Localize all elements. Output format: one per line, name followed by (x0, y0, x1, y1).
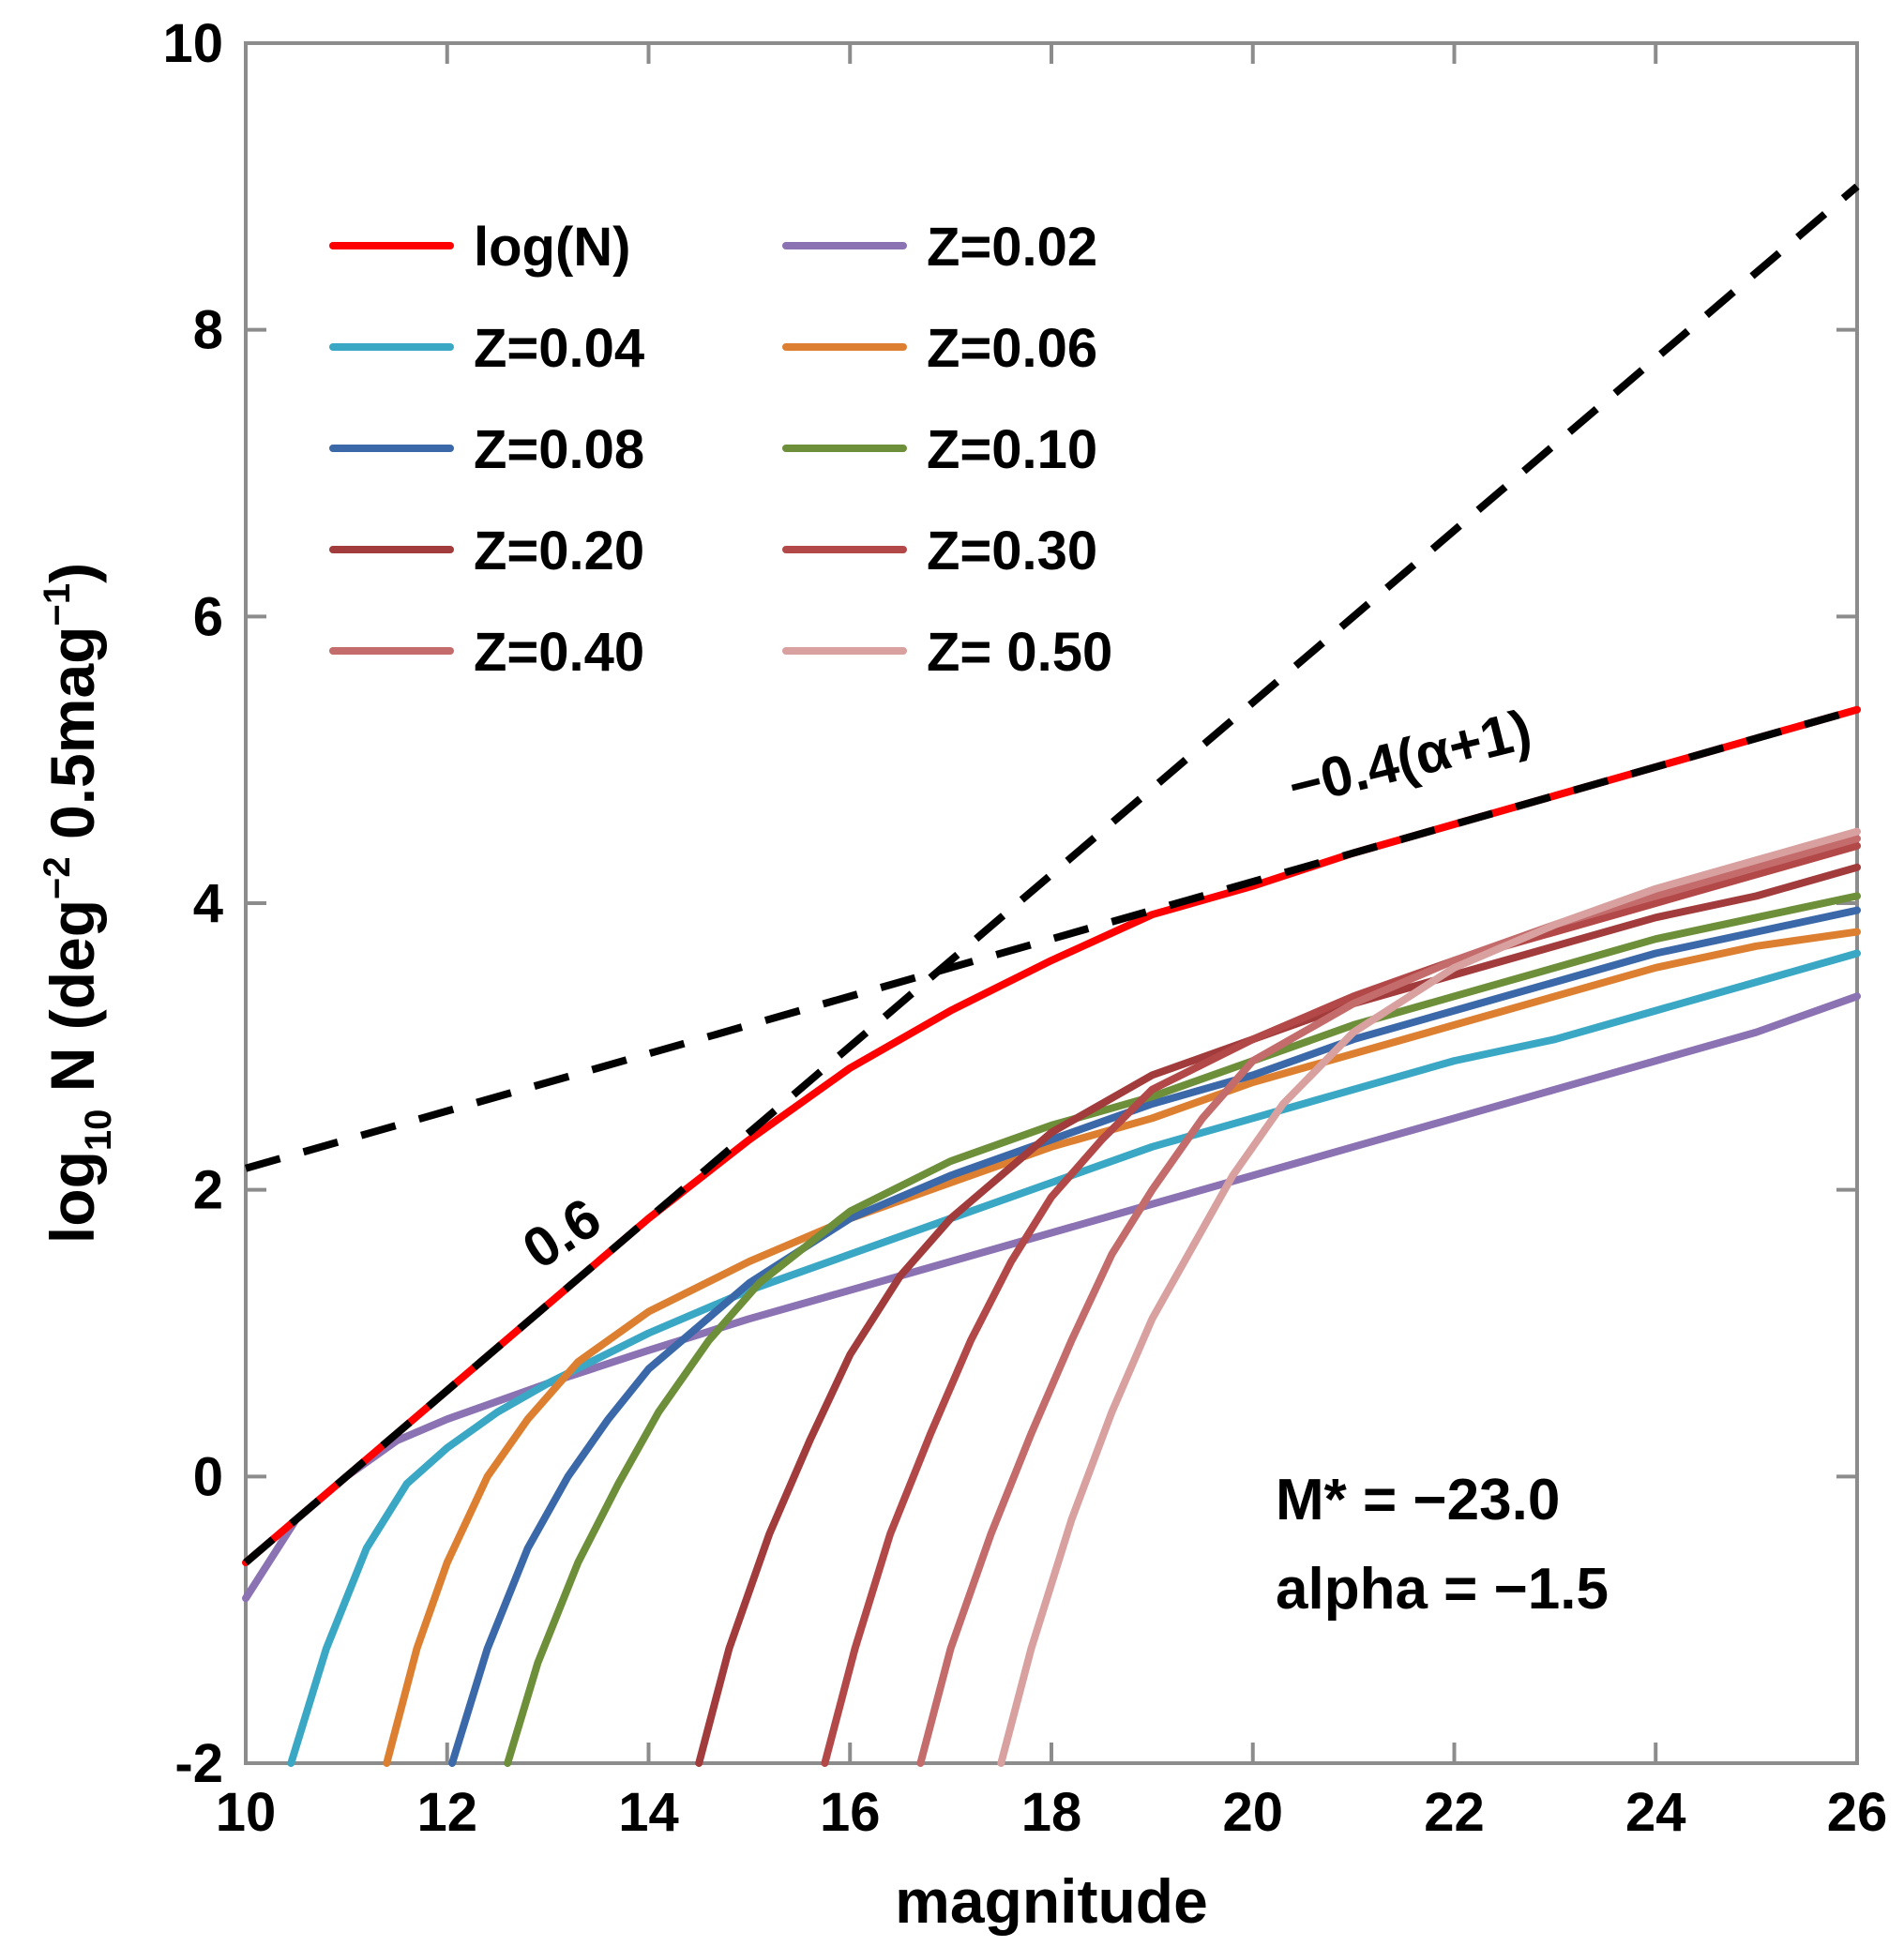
legend-item: Z=0.30 (782, 521, 1097, 581)
y-tick-label: 6 (193, 586, 223, 647)
x-tick-label: 20 (1222, 1782, 1283, 1843)
x-tick-label: 10 (216, 1782, 277, 1843)
legend-label: Z= 0.50 (927, 622, 1112, 683)
legend-label: Z=0.30 (927, 521, 1097, 581)
legend-item: Z=0.06 (782, 318, 1097, 379)
series-line-z-0-10 (504, 892, 1861, 1767)
legend-label: Z=0.40 (474, 622, 644, 683)
series-line-z-0-20 (695, 863, 1861, 1767)
legend-item: log(N) (329, 217, 631, 278)
legend-label: Z=0.08 (474, 419, 644, 480)
legend-item: Z=0.20 (329, 521, 644, 581)
series-line-z-0-02 (242, 992, 1861, 1603)
y-tick-label: 8 (193, 300, 223, 361)
legend: log(N) Z=0.02 Z=0.04 Z=0.06 Z=0.08 Z=0.10 Z=0.… (329, 217, 1112, 683)
asymptote-lines (243, 183, 1860, 1566)
legend-label: Z=0.06 (927, 318, 1097, 379)
series-line-z-0-50 (997, 827, 1861, 1767)
legend-item: Z=0.02 (782, 217, 1097, 278)
faint-asymptote (244, 705, 1859, 1172)
legend-label: Z=0.20 (474, 521, 644, 581)
series-line-z-0-30 (821, 841, 1861, 1767)
legend-label: Z=0.02 (927, 217, 1097, 278)
x-tick-label: 24 (1625, 1782, 1686, 1843)
y-tick-label: 4 (193, 873, 223, 934)
legend-label: Z=0.04 (474, 318, 644, 379)
x-tick-label: 22 (1424, 1782, 1485, 1843)
series-line-z-0-06 (383, 928, 1861, 1767)
x-axis-title: magnitude (895, 1866, 1208, 1936)
legend-item: Z= 0.50 (782, 622, 1112, 683)
y-axis-ticks: -2 0 2 4 6 8 10 (162, 13, 1857, 1794)
y-tick-label: 10 (162, 13, 223, 74)
x-tick-label: 18 (1021, 1782, 1082, 1843)
legend-item: Z=0.04 (329, 318, 644, 379)
x-tick-label: 12 (416, 1782, 477, 1843)
plot-area (244, 41, 1859, 1765)
param-alpha: alpha = −1.5 (1276, 1557, 1609, 1622)
x-tick-label: 26 (1827, 1782, 1888, 1843)
x-tick-label: 16 (820, 1782, 881, 1843)
legend-label: Z=0.10 (927, 419, 1097, 480)
legend-label: log(N) (474, 217, 631, 278)
param-mstar: M* = −23.0 (1276, 1468, 1560, 1532)
legend-item: Z=0.40 (329, 622, 644, 683)
series-line-z-0-04 (287, 949, 1861, 1767)
y-tick-label: 2 (193, 1160, 223, 1221)
y-axis-title: log10 N (deg−2 0.5mag−1) (37, 563, 119, 1244)
series-line-z-0-40 (916, 835, 1861, 1767)
series-lines (242, 705, 1861, 1767)
y-tick-label: -2 (174, 1733, 223, 1794)
legend-item: Z=0.10 (782, 419, 1097, 480)
series-line-z-0-08 (448, 906, 1861, 1767)
x-tick-label: 14 (618, 1782, 679, 1843)
x-axis-ticks: 10 12 14 16 18 20 22 24 26 (216, 43, 1888, 1843)
legend-item: Z=0.08 (329, 419, 644, 480)
y-tick-label: 0 (193, 1446, 223, 1507)
bright-asymptote (243, 183, 1860, 1566)
